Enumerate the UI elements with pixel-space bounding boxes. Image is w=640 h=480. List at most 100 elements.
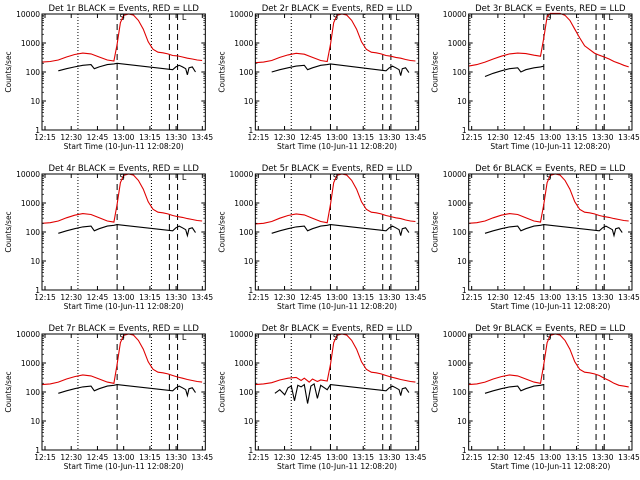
marker-label-l: L [395, 173, 400, 182]
x-tick-label: 13:15 [139, 293, 161, 302]
marker-label-l: L [182, 333, 187, 342]
y-axis-label: Counts/sec [4, 371, 13, 412]
series-line-lld [255, 333, 416, 386]
x-tick-label: 12:30 [274, 293, 296, 302]
marker-label-s: S [546, 333, 551, 342]
y-axis-label: Counts/sec [217, 211, 226, 252]
panel-title: Det 2r BLACK = Events, RED = LLD [262, 4, 413, 14]
x-tick-label: 13:45 [618, 133, 640, 142]
y-tick-label: 10000 [16, 330, 40, 339]
y-tick-label: 100 [26, 68, 41, 77]
y-tick-label: 100 [452, 228, 467, 237]
x-tick-label: 13:30 [592, 133, 614, 142]
x-tick-label: 13:15 [566, 293, 588, 302]
plot-frame [41, 333, 206, 451]
series-line-lld [468, 173, 629, 224]
x-tick-label: 12:15 [248, 133, 270, 142]
y-tick-label: 1000 [234, 199, 253, 208]
y-tick-label: 1 [249, 286, 254, 295]
panel-title: Det 6r BLACK = Events, RED = LLD [475, 164, 626, 174]
x-tick-label: 13:45 [192, 453, 214, 462]
x-tick-label: 13:30 [592, 293, 614, 302]
y-tick-label: 1 [249, 446, 254, 455]
x-axis-label: Start Time (10-Jun-11 12:08:20) [490, 462, 610, 471]
x-tick-label: 12:30 [487, 293, 509, 302]
marker-label-s: S [119, 333, 124, 342]
series-line-lld [42, 333, 203, 386]
series-line-lld [42, 13, 203, 63]
marker-label-l: L [395, 13, 400, 22]
x-axis-label: Start Time (10-Jun-11 12:08:20) [277, 462, 397, 471]
y-tick-label: 1000 [448, 39, 467, 48]
y-tick-label: 1000 [234, 39, 253, 48]
panel-title: Det 7r BLACK = Events, RED = LLD [48, 324, 199, 334]
x-tick-label: 13:15 [139, 453, 161, 462]
x-tick-label: 12:45 [513, 453, 535, 462]
y-tick-label: 10 [457, 257, 467, 266]
x-tick-label: 13:15 [352, 293, 374, 302]
series-line-lld [468, 12, 629, 68]
series-line-lld [255, 13, 416, 64]
y-tick-label: 100 [26, 388, 41, 397]
y-tick-label: 1 [462, 286, 467, 295]
x-axis-label: Start Time (10-Jun-11 12:08:20) [64, 142, 184, 151]
y-tick-label: 1 [249, 126, 254, 135]
y-tick-label: 1 [35, 446, 40, 455]
x-axis-label: Start Time (10-Jun-11 12:08:20) [490, 142, 610, 151]
x-tick-label: 13:00 [113, 293, 135, 302]
marker-label-l: L [182, 13, 187, 22]
y-axis-label: Counts/sec [4, 51, 13, 92]
x-tick-label: 13:00 [326, 133, 348, 142]
x-axis-label: Start Time (10-Jun-11 12:08:20) [64, 302, 184, 311]
panel-title: Det 5r BLACK = Events, RED = LLD [262, 164, 413, 174]
x-tick-label: 13:00 [540, 453, 562, 462]
y-tick-label: 100 [239, 68, 254, 77]
x-tick-label: 12:30 [274, 133, 296, 142]
x-tick-label: 13:00 [113, 133, 135, 142]
x-tick-label: 13:45 [192, 293, 214, 302]
x-tick-label: 12:30 [274, 453, 296, 462]
x-tick-label: 12:15 [34, 133, 56, 142]
plot-frame [254, 333, 420, 451]
marker-label-l: L [609, 173, 614, 182]
marker-label-s: S [333, 333, 338, 342]
x-axis-label: Start Time (10-Jun-11 12:08:20) [490, 302, 610, 311]
y-tick-label: 10 [30, 257, 40, 266]
x-tick-label: 12:15 [34, 453, 56, 462]
y-tick-label: 1000 [21, 199, 40, 208]
y-tick-label: 100 [452, 68, 467, 77]
x-tick-label: 12:30 [487, 133, 509, 142]
x-tick-label: 13:45 [618, 293, 640, 302]
y-axis-label: Counts/sec [431, 211, 440, 252]
x-tick-label: 13:30 [165, 453, 187, 462]
y-tick-label: 10 [244, 257, 254, 266]
marker-label-l: L [182, 173, 187, 182]
x-tick-label: 13:00 [540, 133, 562, 142]
x-tick-label: 13:15 [352, 133, 374, 142]
x-axis-label: Start Time (10-Jun-11 12:08:20) [64, 462, 184, 471]
x-tick-label: 12:45 [300, 133, 322, 142]
marker-label-s: S [546, 13, 551, 22]
plot-frame [254, 173, 420, 291]
x-tick-label: 13:30 [592, 453, 614, 462]
marker-label-s: S [119, 173, 124, 182]
x-tick-label: 12:30 [60, 293, 82, 302]
series-line-events [484, 384, 544, 394]
y-tick-label: 10000 [443, 10, 467, 19]
x-axis-label: Start Time (10-Jun-11 12:08:20) [277, 142, 397, 151]
y-tick-label: 10000 [16, 10, 40, 19]
y-tick-label: 1000 [21, 359, 40, 368]
y-tick-label: 10000 [16, 170, 40, 179]
series-line-events [58, 224, 196, 238]
x-tick-label: 13:00 [113, 453, 135, 462]
y-tick-label: 10000 [443, 330, 467, 339]
